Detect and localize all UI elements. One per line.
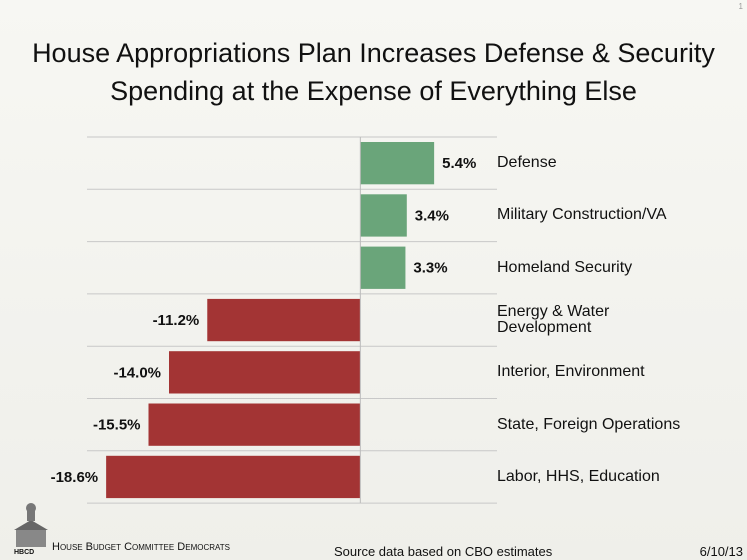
value-label: 3.3% [413,260,447,277]
category-label: State, Foreign Operations [497,415,681,433]
date: 6/10/13 [699,544,743,559]
category-label-box: Interior, Environment [497,363,645,381]
category-label-box: Energy & Water Development [497,303,610,337]
category-label-box: Homeland Security [497,258,633,276]
category-label: Interior, Environment [497,363,645,381]
value-label: -11.2% [153,312,200,329]
slide-number: 1 [738,2,743,11]
bar [148,403,361,446]
source-note: Source data based on CBO estimates [334,544,553,559]
category-label-box: Defense [497,154,557,172]
value-label: 3.4% [415,207,449,224]
category-label: Defense [497,154,557,172]
category-label-box: State, Foreign Operations [497,415,681,433]
bar [360,246,406,289]
chart-title: House Appropriations Plan Increases Defe… [32,38,715,106]
category-label-box: Military Construction/VA [497,206,667,224]
category-label: Military Construction/VA [497,206,667,224]
category-label: Homeland Security [497,258,633,276]
bar [360,142,435,185]
value-label: -18.6% [51,469,99,486]
organization: House Budget Committee Democrats [52,541,230,553]
category-label: Energy & Water Development [497,303,610,337]
bar [207,298,361,342]
category-label: Labor, HHS, Education [497,467,660,485]
value-label: -15.5% [93,417,141,434]
bar [106,455,361,499]
bar [360,194,407,237]
value-label: 5.4% [442,155,476,172]
value-label: -14.0% [113,364,161,381]
logo [14,503,48,547]
bar [169,351,361,394]
category-label-box: Labor, HHS, Education [497,467,660,485]
logo-text: HBCD [14,549,35,556]
